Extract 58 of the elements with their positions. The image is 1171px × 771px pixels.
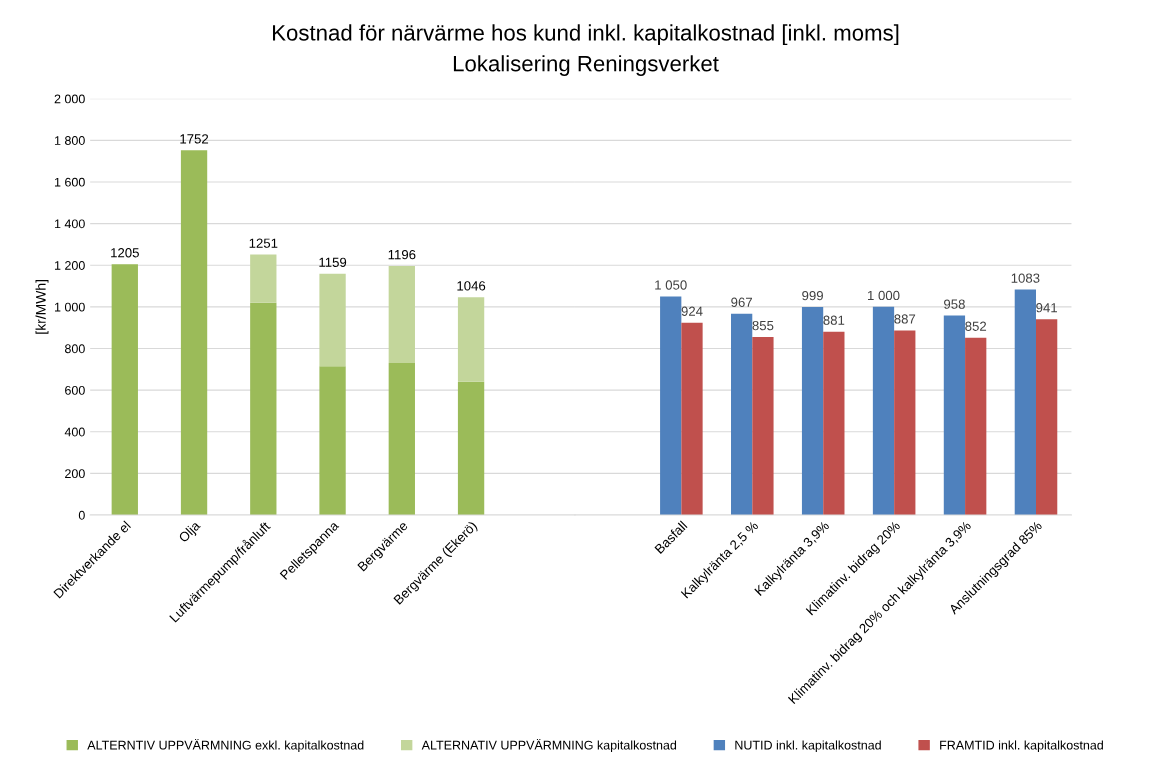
total-label: 1196 <box>388 249 416 260</box>
bar <box>1014 289 1036 516</box>
data-label: 855 <box>752 320 774 331</box>
bar <box>731 313 753 516</box>
bar <box>894 330 916 516</box>
bar <box>180 150 208 516</box>
data-label: 999 <box>802 290 823 301</box>
data-label: 1 050 <box>655 280 687 290</box>
bar <box>872 306 895 516</box>
data-label: 1083 <box>1011 273 1040 283</box>
bar <box>319 273 346 367</box>
data-label: 967 <box>731 297 752 307</box>
legend-label: FRAMTID inkl. kapitalkostnad <box>940 740 1103 753</box>
y-tick-label: 600 <box>65 385 85 395</box>
y-tick-label: 200 <box>65 469 85 479</box>
bar <box>388 266 415 364</box>
y-tick-label: 0 <box>78 510 85 520</box>
text: Lokalisering Reningsverket <box>453 55 719 76</box>
data-label: 1 000 <box>868 290 900 301</box>
total-label: 1205 <box>111 248 139 258</box>
y-tick-label: 1 000 <box>54 302 85 312</box>
bar <box>943 315 966 516</box>
bar <box>823 331 845 516</box>
text: Kostnad för närvärme hos kund inkl. kapitalkostnad [inkl. moms] <box>273 24 899 46</box>
data-label: 924 <box>681 306 703 316</box>
bar <box>965 337 987 516</box>
total-label: 1251 <box>249 238 278 248</box>
bar <box>457 381 485 516</box>
data-label: 958 <box>944 299 965 309</box>
y-tick-label: 800 <box>65 344 85 354</box>
bar <box>250 302 277 516</box>
data-label: 941 <box>1036 303 1057 313</box>
total-label: 1752 <box>180 134 209 144</box>
y-tick-label: 1 800 <box>54 136 85 145</box>
total-label: 1159 <box>319 257 347 267</box>
bar <box>111 264 138 516</box>
legend-label: NUTID inkl. kapitalkostnad <box>735 740 881 753</box>
bar <box>1036 319 1058 516</box>
y-tick-label: 1 200 <box>54 261 85 270</box>
bar <box>319 366 346 516</box>
legend-label: ALTERNATIV UPPVÄRMNING kapitalkostnad <box>421 738 677 753</box>
bar <box>752 337 774 516</box>
data-label: 852 <box>965 321 987 331</box>
y-tick-label: 2 000 <box>54 94 85 104</box>
bar <box>801 307 824 516</box>
data-label: 881 <box>823 315 845 325</box>
bar <box>250 254 277 303</box>
y-tick-label: 400 <box>64 427 85 437</box>
y-axis-title: [kr/MWh] <box>35 280 49 334</box>
bar <box>660 296 682 516</box>
legend-label: ALTERNTIV UPPVÄRMNING exkl. kapitalkostnad <box>87 738 364 753</box>
bar <box>681 322 703 516</box>
data-label: 887 <box>894 314 916 324</box>
bar <box>388 363 415 516</box>
y-tick-label: 1 600 <box>54 177 85 187</box>
y-tick-label: 1 400 <box>54 219 85 229</box>
bar <box>457 297 485 382</box>
total-label: 1046 <box>457 281 486 291</box>
